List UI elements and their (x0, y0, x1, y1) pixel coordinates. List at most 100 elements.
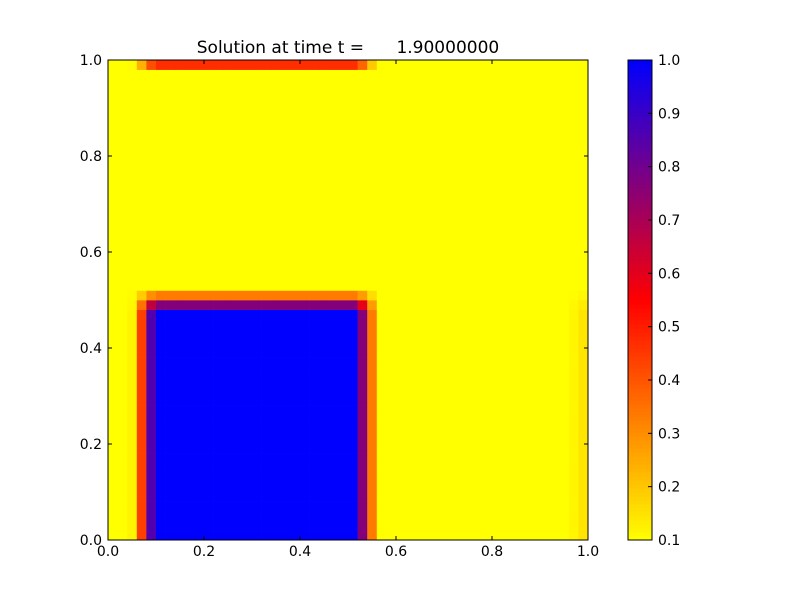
heatmap-cell (348, 511, 358, 522)
heatmap-cell (338, 184, 349, 195)
heatmap-cell (127, 88, 138, 99)
heatmap-cell (415, 242, 426, 253)
heatmap-cell (184, 98, 195, 109)
heatmap-cell (338, 405, 349, 416)
heatmap-cell (261, 108, 272, 118)
heatmap-cell (223, 280, 234, 291)
heatmap-cell (319, 309, 330, 320)
heatmap-cell (300, 444, 310, 454)
heatmap-cell (348, 271, 358, 282)
heatmap-cell (367, 98, 378, 109)
heatmap-cell (290, 463, 301, 474)
heatmap-cell (520, 108, 531, 118)
heatmap-cell (309, 127, 320, 138)
heatmap-cell (434, 501, 445, 512)
heatmap-cell (213, 223, 224, 234)
heatmap-cell (415, 338, 426, 349)
heatmap-cell (386, 453, 397, 464)
heatmap-cell (511, 348, 522, 358)
heatmap-cell (184, 232, 195, 243)
heatmap-cell (549, 511, 560, 522)
heatmap-cell (309, 482, 320, 493)
heatmap-cell (261, 232, 272, 243)
heatmap-cell (146, 424, 157, 435)
heatmap-cell (472, 127, 483, 138)
colorbar-segment (628, 84, 652, 89)
heatmap-cell (348, 156, 358, 166)
heatmap-cell (415, 434, 426, 445)
colorbar-segment (628, 164, 652, 169)
heatmap-cell (415, 79, 426, 90)
heatmap-cell (232, 424, 243, 435)
heatmap-cell (232, 328, 243, 339)
heatmap-cell (146, 300, 157, 310)
heatmap-cell (559, 511, 570, 522)
heatmap-cell (540, 117, 550, 128)
heatmap-cell (348, 338, 358, 349)
heatmap-cell (271, 376, 282, 387)
heatmap-cell (348, 88, 358, 99)
heatmap-cell (194, 79, 205, 90)
heatmap-cell (338, 338, 349, 349)
heatmap-cell (117, 396, 128, 406)
heatmap-cell (348, 108, 358, 118)
heatmap-cell (367, 213, 378, 224)
heatmap-cell (424, 501, 435, 512)
heatmap-cell (117, 501, 128, 512)
heatmap-cell (156, 357, 166, 368)
heatmap-cell (184, 348, 195, 358)
colorbar-segment (628, 188, 652, 193)
heatmap-cell (357, 530, 368, 541)
heatmap-cell (472, 232, 483, 243)
heatmap-cell (223, 386, 234, 397)
heatmap-cell (309, 232, 320, 243)
heatmap-cell (405, 280, 416, 291)
heatmap-cell (511, 127, 522, 138)
heatmap-cell (232, 415, 243, 426)
heatmap-cell (309, 357, 320, 368)
heatmap-cell (549, 300, 560, 310)
heatmap-cell (204, 60, 214, 70)
heatmap-cell (309, 328, 320, 339)
heatmap-cell (319, 271, 330, 282)
heatmap-cell (367, 242, 378, 253)
heatmap-cell (223, 117, 234, 128)
heatmap-cell (213, 261, 224, 272)
heatmap-cell (357, 213, 368, 224)
colorbar-segment (628, 272, 652, 277)
heatmap-cell (578, 424, 589, 435)
heatmap-cell (271, 415, 282, 426)
heatmap-cell (328, 156, 339, 166)
heatmap-cell (232, 136, 243, 147)
heatmap-cell (463, 367, 474, 378)
heatmap-cell (520, 520, 531, 531)
heatmap-cell (338, 396, 349, 406)
heatmap-cell (242, 453, 253, 464)
heatmap-cell (338, 492, 349, 502)
heatmap-cell (184, 482, 195, 493)
heatmap-cell (271, 367, 282, 378)
colorbar-segment (628, 336, 652, 341)
colorbar-segment (628, 356, 652, 361)
heatmap-cell (165, 136, 176, 147)
heatmap-cell (357, 444, 368, 454)
heatmap-cell (252, 261, 262, 272)
heatmap-cell (338, 415, 349, 426)
heatmap-cell (156, 530, 166, 541)
heatmap-cell (156, 415, 166, 426)
heatmap-cell (213, 204, 224, 214)
heatmap-cell (405, 165, 416, 176)
heatmap-cell (108, 98, 118, 109)
heatmap-cell (434, 271, 445, 282)
heatmap-cell (386, 232, 397, 243)
heatmap-cell (213, 271, 224, 282)
heatmap-cell (242, 232, 253, 243)
heatmap-cell (204, 127, 214, 138)
heatmap-cell (156, 165, 166, 176)
heatmap-cell (136, 367, 147, 378)
heatmap-cell (540, 520, 550, 531)
heatmap-cell (290, 309, 301, 320)
colorbar-segment (628, 500, 652, 505)
heatmap-cell (300, 309, 310, 320)
heatmap-cell (290, 511, 301, 522)
